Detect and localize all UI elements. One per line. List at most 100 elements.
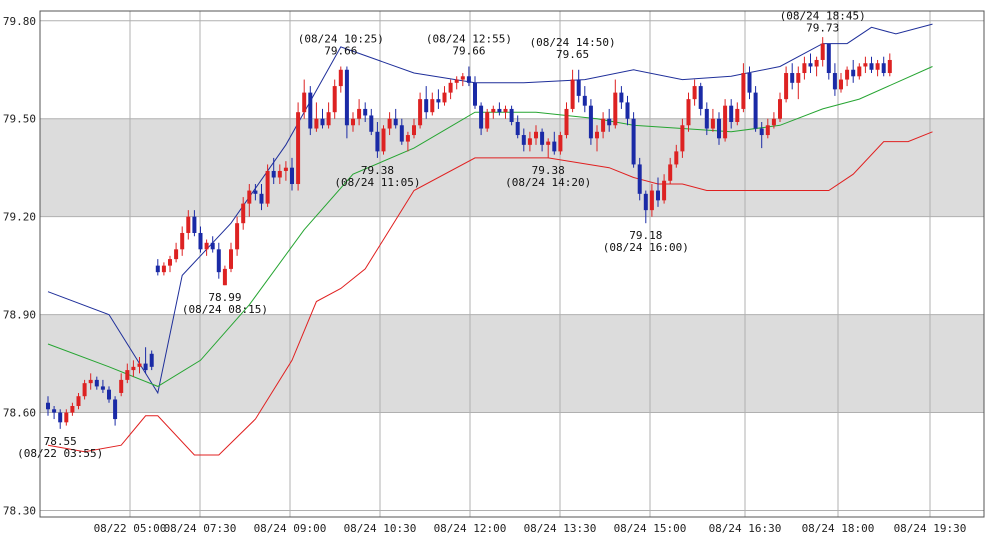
candle-body [466,76,471,83]
candle [857,63,862,80]
y-tick-label: 79.50 [3,113,36,126]
candle [296,102,301,191]
candle-body [637,164,642,194]
candle [485,108,490,132]
candle [161,262,166,276]
candle-body [723,105,728,139]
candle [192,210,197,237]
candle [326,102,331,129]
candle [253,184,258,201]
candle-body [137,363,142,367]
candle [70,402,75,416]
candle-body [527,138,532,145]
candle-body [76,396,81,407]
candle [283,161,288,181]
candle-body [497,108,502,113]
candle [680,118,685,158]
annotation-time: (08/24 10:25) [298,32,384,45]
candle [52,406,57,420]
candle-body [814,59,819,67]
candle-body [100,386,105,390]
candle-body [857,66,862,77]
candle [710,108,715,132]
candle [473,76,477,109]
candle-body [656,190,660,201]
candle [527,131,532,152]
candle-body [174,249,179,260]
candle [759,121,764,149]
candle-body [625,102,630,119]
candle [107,386,111,403]
candle-body [107,389,111,400]
candle-body [796,73,801,83]
candle-body [735,108,740,122]
candle-body [326,112,331,126]
candle-body [515,121,520,136]
candle-body [88,379,93,384]
candle [869,56,874,74]
candle-body [64,412,69,423]
candle-body [82,383,87,397]
candle [448,79,453,100]
candle [613,79,618,129]
candle [149,350,154,371]
candle-body [363,108,368,116]
candle [540,128,545,152]
candle-body [222,268,227,286]
candle-body [448,82,453,93]
candle-body [265,170,270,204]
candle-body [698,86,703,109]
candle-body [503,108,508,113]
candle-body [613,92,618,126]
candle [290,157,294,191]
candle [357,99,362,126]
candle-body [765,125,770,136]
extreme-annotation: 78.99(08/24 08:15) [182,291,268,316]
annotation-value: 79.18 [629,229,662,242]
x-tick-label: 08/22 05:00 [94,522,167,535]
candle [509,105,514,126]
candle [802,56,807,80]
candle-body [582,95,587,106]
candle [881,56,886,77]
candle [704,102,709,136]
candle-body [686,99,691,126]
candle [143,347,148,374]
candle-body [381,128,386,152]
candle [808,53,813,74]
candle [607,108,612,132]
candle [222,265,227,286]
candle [418,92,423,129]
candle [674,144,679,168]
candle [875,59,880,77]
annotation-value: 79.66 [452,44,485,57]
candle-body [643,193,648,211]
candle [235,216,240,256]
candle [94,376,99,390]
candle [588,99,593,145]
candle [320,108,325,129]
annotation-value: 78.55 [44,435,77,448]
annotations: 78.55(08/22 03:55)78.99(08/24 08:15)(08/… [17,10,866,460]
annotation-time: (08/24 11:05) [334,176,420,189]
candle-body [704,108,709,129]
candle [479,102,484,136]
candle [338,66,343,93]
candle [344,66,349,139]
candle [723,99,728,142]
y-tick-label: 78.90 [3,309,36,322]
candle [259,184,264,211]
candle [174,242,179,263]
candle-body [863,63,868,67]
candle [436,89,441,109]
candle [168,255,172,273]
y-tick-label: 78.60 [3,407,36,420]
candle [155,259,160,276]
candle [619,86,624,109]
candle [466,66,471,87]
candle [851,59,856,83]
candle-body [875,63,880,70]
candle-body [759,128,764,136]
candle-body [399,125,404,142]
candle [692,79,697,106]
